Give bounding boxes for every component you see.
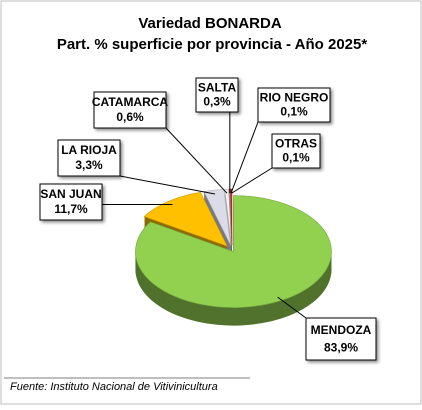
label-box [305,317,377,361]
chart-subtitle: Part. % superficie por provincia - Año 2… [57,36,368,53]
category-label: MENDOZA [311,323,372,337]
category-label: LA RIOJA [61,143,117,157]
label-box [39,183,103,221]
leader-line [230,121,259,194]
category-label: CATAMARCA [92,95,169,109]
value-label: 0,1% [280,105,308,119]
category-label: SAN JUAN [40,187,101,201]
slice-side [224,193,232,250]
value-label: 83,9% [324,340,358,354]
leader-line [277,296,307,319]
category-label: SALTA [198,80,237,94]
slice [135,195,332,308]
value-label: 0,6% [116,110,144,124]
slice [143,191,228,247]
leader-line [119,175,216,195]
value-label: 11,7% [54,202,88,216]
slice-side [224,194,232,251]
chart-title: Variedad BONARDA [138,15,282,32]
value-label: 0,1% [282,151,310,165]
category-label: RIO NEGRO [260,90,329,104]
slice [231,188,233,246]
leader-line [231,167,273,194]
label-box [57,139,121,177]
value-label: 0,3% [203,95,231,109]
label-box [195,77,239,113]
category-label: OTRAS [275,136,317,150]
slice-side [224,192,232,249]
value-label: 3,3% [75,158,103,172]
source: Fuente: Instituto Nacional de Vitivinicu… [10,381,218,393]
label-box [257,87,331,123]
label-box [93,91,167,129]
label-box [271,133,321,169]
leader-line [165,127,228,194]
pie [135,188,332,326]
